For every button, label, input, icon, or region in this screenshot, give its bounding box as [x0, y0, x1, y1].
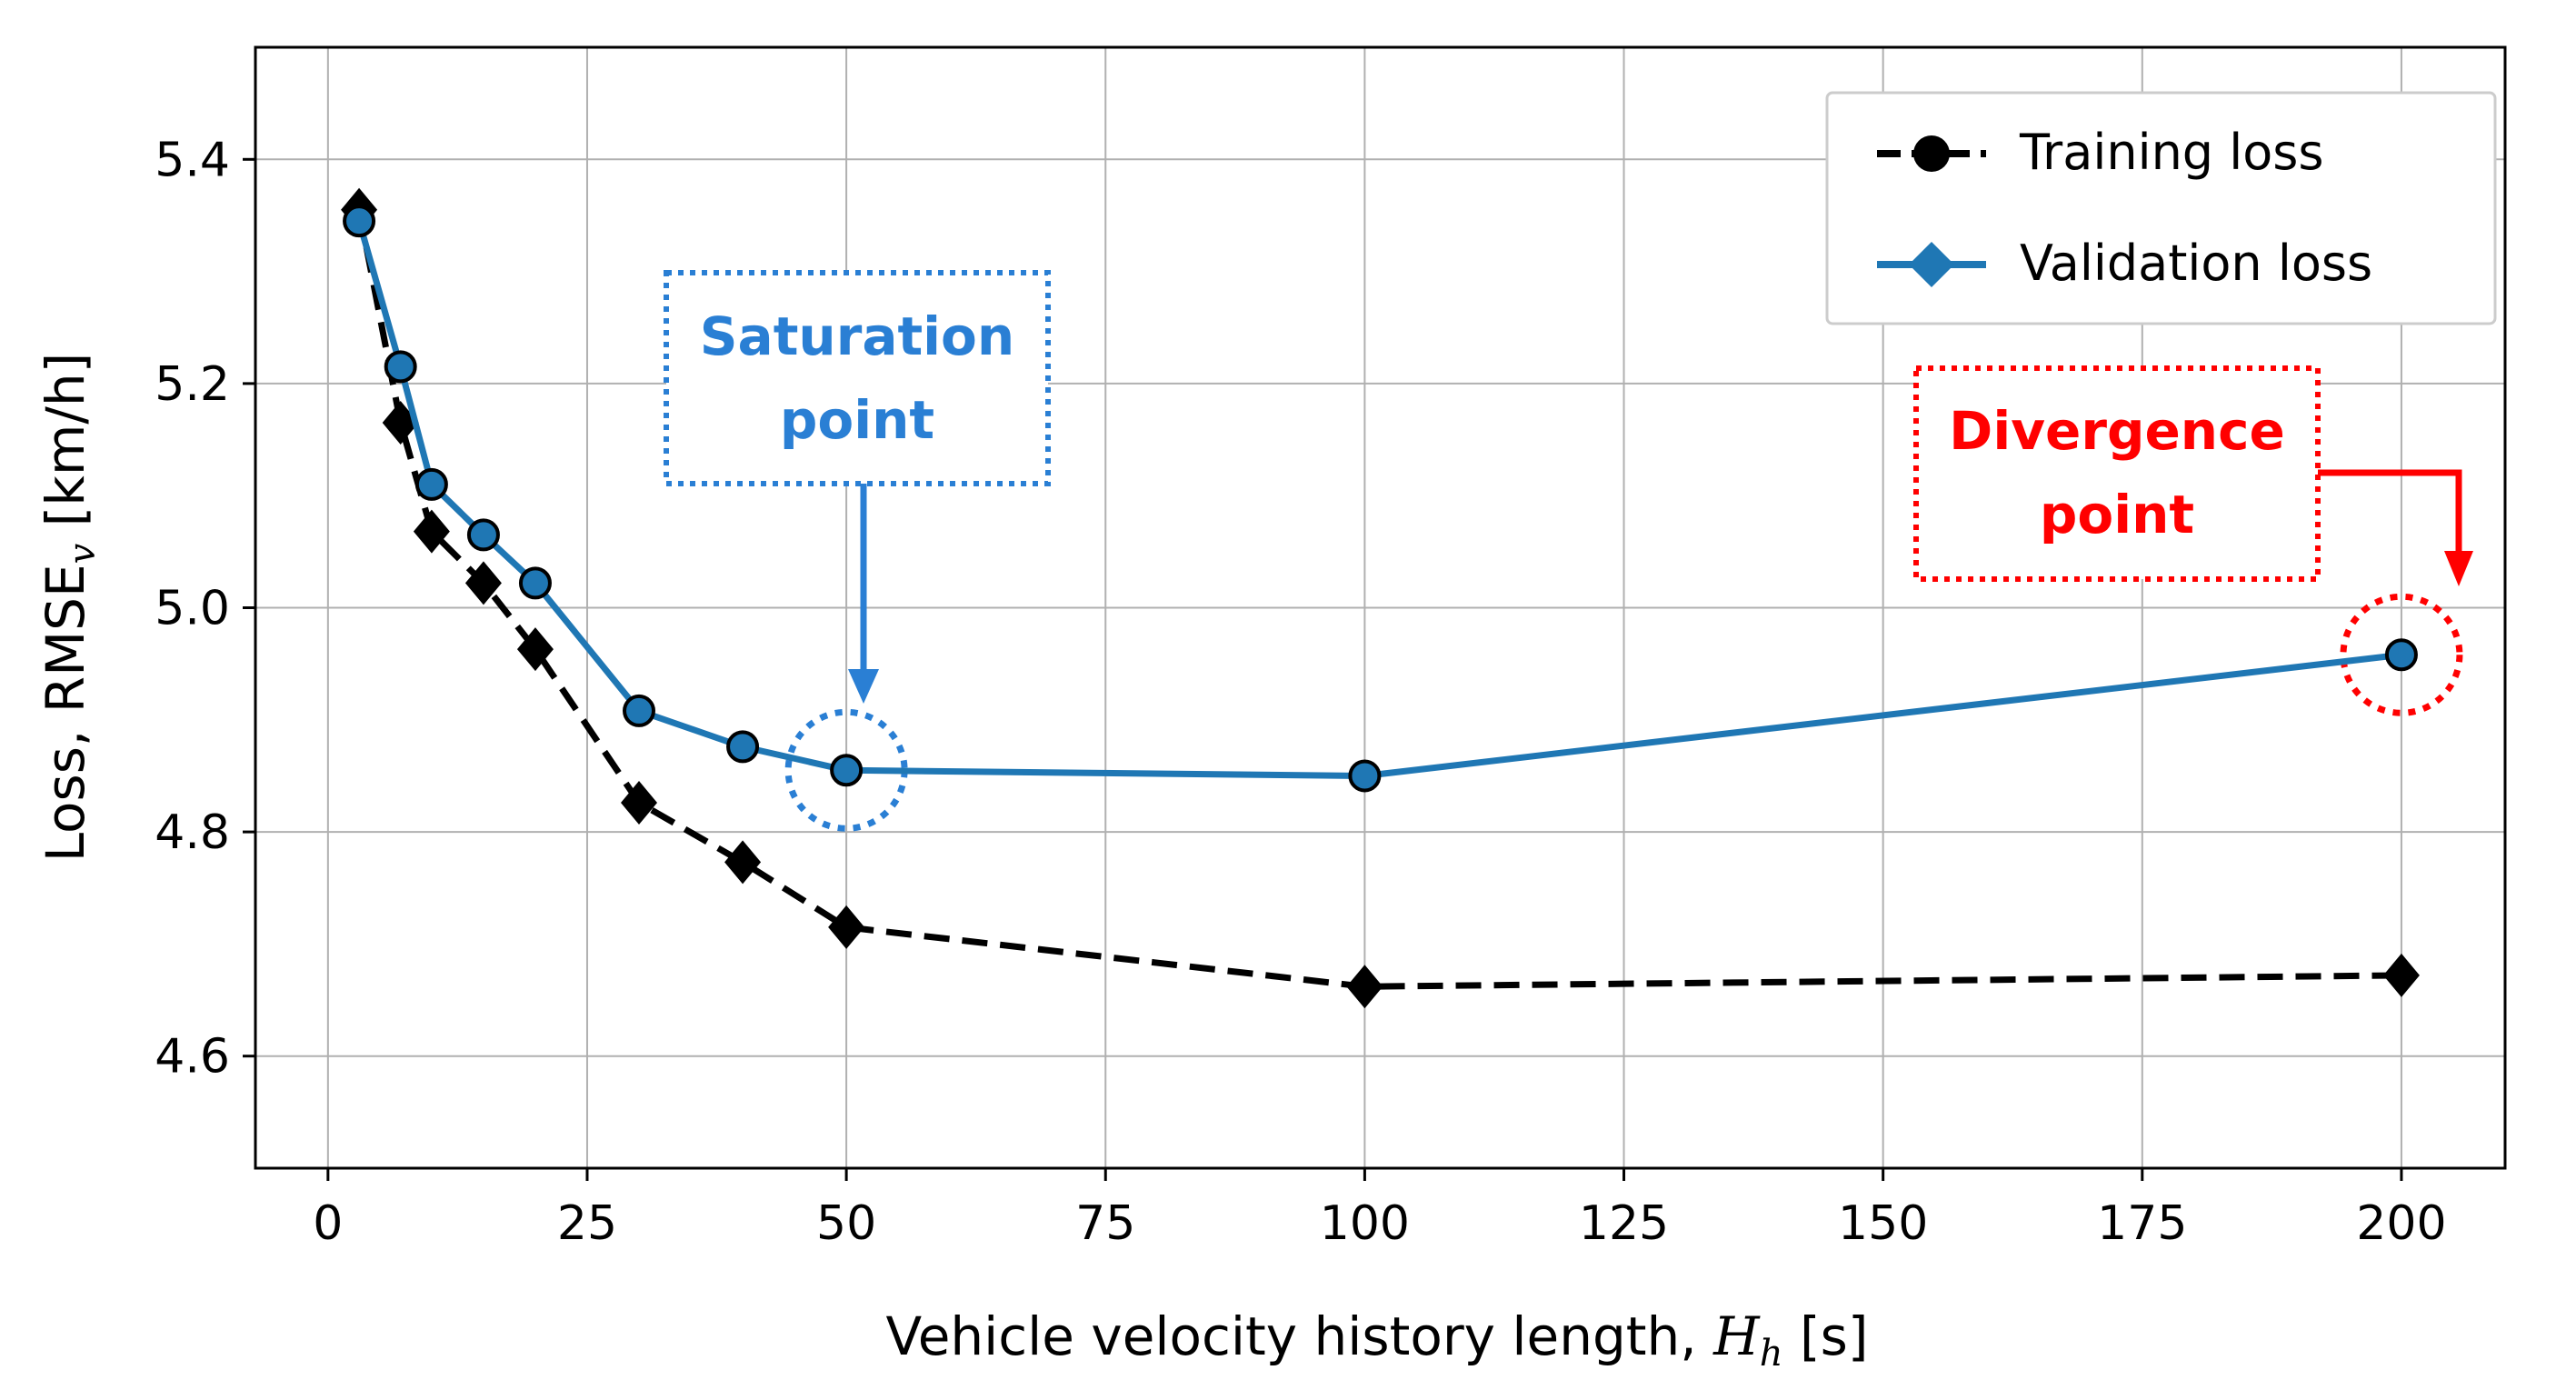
x-tick-label: 50 [816, 1196, 876, 1251]
divergence-highlight-circle [2340, 593, 2463, 716]
validation-point [343, 205, 376, 238]
y-axis-label-unit: [km/h] [35, 353, 96, 544]
validation-point [518, 566, 552, 600]
training-point [2382, 953, 2420, 997]
training-point [516, 627, 554, 672]
training-loss-line [355, 209, 2401, 990]
validation-point [1348, 759, 1382, 793]
legend-item-training: Training loss [1877, 124, 2324, 181]
x-axis-label-prefix: Vehicle velocity history length, [886, 1305, 1714, 1367]
x-tick-label: 175 [2097, 1196, 2187, 1251]
y-axis-label: Loss, RMSEv [km/h] [35, 353, 104, 863]
y-axis-label-subscript: v [62, 543, 104, 564]
saturation-annotation: Saturation point [664, 270, 1051, 704]
validation-series [343, 205, 2418, 793]
divergence-annotation: Divergence point [1913, 365, 2473, 586]
training-series [341, 187, 2420, 1009]
validation-point [414, 467, 448, 501]
training-point [413, 509, 450, 554]
saturation-label-line1: Saturation [700, 305, 1014, 367]
y-axis-label-prefix: Loss, RMSE [35, 564, 96, 862]
y-tick-label: 5.4 [155, 133, 230, 187]
y-tick-label: 5.0 [155, 582, 230, 636]
legend: Training loss Validation loss [1825, 91, 2497, 325]
divergence-arrowhead [2444, 551, 2473, 586]
legend-item-validation: Validation loss [1877, 235, 2372, 292]
saturation-box [664, 270, 1051, 486]
validation-point [623, 694, 656, 727]
legend-training-marker [1913, 135, 1950, 172]
training-point [828, 905, 865, 949]
divergence-label-line2: point [2040, 484, 2194, 545]
plot-series [341, 187, 2420, 1009]
x-tick-label: 25 [557, 1196, 617, 1251]
training-point [724, 840, 762, 885]
divergence-label-line1: Divergence [1949, 400, 2285, 462]
x-tick-label: 0 [313, 1196, 343, 1251]
legend-validation-label: Validation loss [2020, 235, 2372, 292]
y-tick-label: 5.2 [155, 357, 230, 412]
y-tick-label: 4.8 [155, 805, 230, 860]
validation-point [830, 754, 864, 787]
axis-ticks: 0 25 50 75 100 125 150 175 200 4.6 4.8 5.0 5.2 5.4 [155, 133, 2446, 1251]
x-axis-label-unit: [s] [1783, 1305, 1869, 1367]
training-point [464, 561, 502, 605]
divergence-arrow-shaft [2318, 469, 2462, 555]
x-axis-label-subscript: h [1760, 1333, 1783, 1375]
x-axis-label: Vehicle velocity history length, Hh [s] [886, 1305, 1869, 1375]
validation-point [726, 730, 760, 764]
x-axis-label-symbol: H [1712, 1305, 1761, 1367]
validation-loss-line [355, 220, 2402, 779]
validation-point [466, 518, 500, 552]
legend-validation-marker [1909, 242, 1954, 287]
x-tick-label: 200 [2356, 1196, 2446, 1251]
x-tick-label: 125 [1579, 1196, 1669, 1251]
x-tick-label: 100 [1320, 1196, 1410, 1251]
legend-training-label: Training loss [2019, 124, 2324, 181]
divergence-box [1913, 365, 2321, 582]
training-point [1346, 965, 1383, 1009]
legend-box [1825, 91, 2497, 325]
training-point [621, 781, 658, 825]
validation-point [2384, 638, 2418, 672]
saturation-label-line2: point [780, 389, 934, 451]
saturation-arrowhead [848, 669, 879, 704]
x-tick-label: 75 [1075, 1196, 1135, 1251]
x-tick-label: 150 [1838, 1196, 1928, 1251]
y-tick-label: 4.6 [155, 1030, 230, 1085]
validation-point [384, 350, 417, 384]
